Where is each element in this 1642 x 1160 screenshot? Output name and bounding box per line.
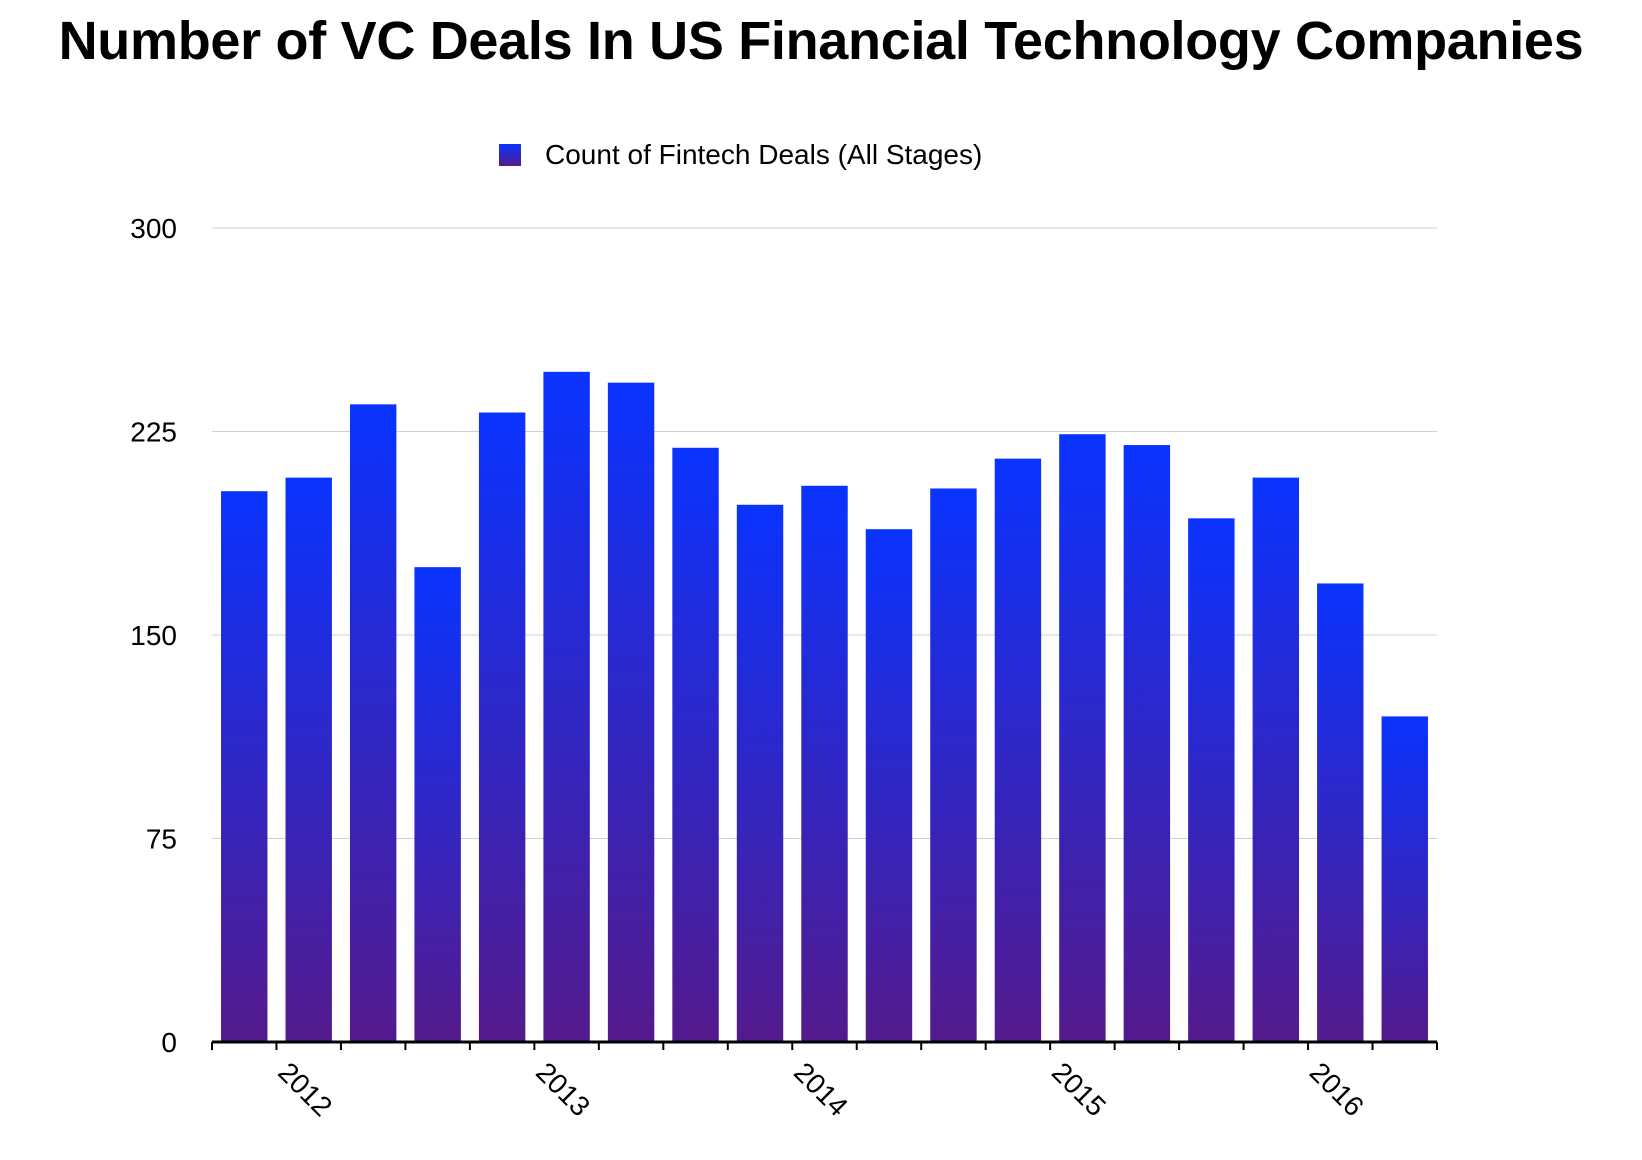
bar	[1059, 434, 1106, 1042]
x-tick-label: 2012	[272, 1056, 338, 1122]
x-tick-label: 2014	[788, 1056, 854, 1122]
bar	[1123, 445, 1171, 1043]
bar	[607, 382, 655, 1042]
legend-label: Count of Fintech Deals (All Stages)	[545, 139, 982, 170]
bar	[414, 567, 461, 1042]
bar	[1188, 518, 1235, 1042]
y-tick-label: 150	[130, 620, 177, 651]
bar	[543, 371, 590, 1043]
bar	[865, 529, 913, 1042]
x-tick-label: 2013	[530, 1056, 596, 1122]
bar	[1317, 583, 1364, 1042]
x-tick-label: 2016	[1304, 1056, 1370, 1122]
y-tick-label: 300	[130, 213, 177, 244]
y-tick-label: 225	[130, 417, 177, 448]
bar	[478, 412, 526, 1042]
bar	[1381, 716, 1428, 1042]
bar	[801, 485, 848, 1042]
bar	[930, 488, 977, 1043]
legend: Count of Fintech Deals (All Stages)	[499, 139, 982, 170]
bar	[736, 504, 784, 1042]
bar	[221, 491, 268, 1042]
legend-swatch	[499, 144, 521, 166]
bar	[994, 458, 1042, 1043]
chart-title: Number of VC Deals In US Financial Techn…	[58, 11, 1584, 71]
bar	[285, 477, 332, 1042]
x-tick-label: 2015	[1046, 1056, 1112, 1122]
bar	[1252, 477, 1300, 1042]
bar	[672, 447, 719, 1042]
y-tick-label: 75	[146, 824, 177, 855]
y-tick-label: 0	[161, 1027, 177, 1058]
bar	[349, 404, 397, 1042]
